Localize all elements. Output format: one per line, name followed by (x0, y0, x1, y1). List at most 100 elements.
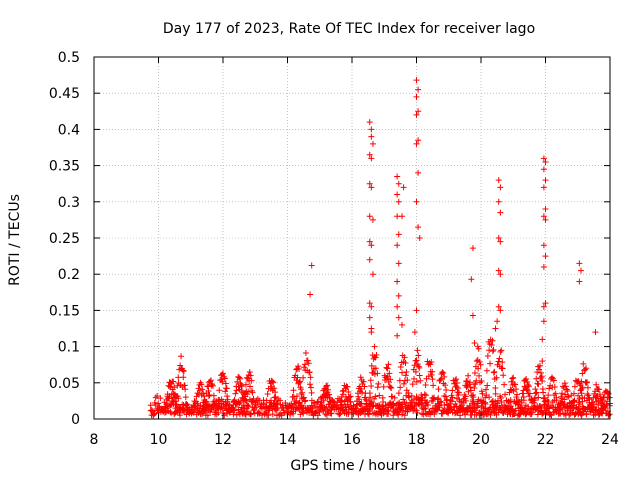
data-point (179, 367, 186, 374)
y-tick-label: 0.4 (58, 122, 80, 138)
data-point (151, 410, 158, 417)
data-point (512, 407, 519, 414)
x-tick-label: 22 (537, 432, 555, 448)
data-point (305, 360, 312, 367)
data-point (221, 375, 228, 382)
data-point (163, 407, 170, 414)
data-point (494, 318, 501, 325)
data-point (402, 372, 409, 379)
data-point (394, 242, 401, 249)
data-point (223, 385, 230, 392)
data-point (400, 407, 407, 414)
data-point (483, 367, 490, 374)
data-point (600, 393, 607, 400)
data-point (306, 369, 313, 376)
data-point (492, 409, 499, 416)
data-point (394, 303, 401, 310)
data-point (204, 412, 211, 419)
data-point (238, 383, 245, 390)
data-point (500, 372, 507, 379)
data-point (525, 382, 532, 389)
data-point (296, 378, 303, 385)
data-point (328, 410, 335, 417)
data-point (236, 400, 243, 407)
data-point (453, 376, 460, 383)
data-point (442, 382, 449, 389)
data-point (561, 380, 568, 387)
data-point (269, 378, 276, 385)
data-point (438, 399, 445, 406)
data-point (182, 386, 189, 393)
data-point (307, 291, 314, 298)
data-point (242, 381, 249, 388)
data-point (164, 400, 171, 407)
data-point (269, 411, 276, 418)
data-point (395, 390, 402, 397)
data-point (296, 365, 303, 372)
data-point (484, 352, 491, 359)
data-point (527, 397, 534, 404)
data-point (294, 405, 301, 412)
data-point (288, 405, 295, 412)
y-tick-label: 0.1 (58, 340, 80, 356)
data-point (357, 410, 364, 417)
data-point (293, 366, 300, 373)
data-point (249, 389, 256, 396)
data-point (264, 390, 271, 397)
data-point (368, 362, 375, 369)
data-point (296, 379, 303, 386)
data-point (152, 401, 159, 408)
data-point (520, 394, 527, 401)
data-point (550, 377, 557, 384)
data-point (542, 253, 549, 260)
data-point (459, 408, 466, 415)
data-point (167, 408, 174, 415)
data-point (402, 360, 409, 367)
data-point (534, 380, 541, 387)
data-point (394, 278, 401, 285)
data-point (412, 368, 419, 375)
data-point (455, 389, 462, 396)
data-point (546, 385, 553, 392)
data-point (345, 411, 352, 418)
data-point (244, 391, 251, 398)
data-point (345, 389, 352, 396)
y-tick-label: 0.25 (49, 231, 80, 247)
data-point (413, 378, 420, 385)
data-point (447, 396, 454, 403)
data-point (499, 365, 506, 372)
data-point (579, 384, 586, 391)
data-point (579, 370, 586, 377)
data-point (571, 398, 578, 405)
y-tick-label: 0.35 (49, 159, 80, 175)
data-point (368, 303, 375, 310)
data-point (366, 408, 373, 415)
data-point (366, 180, 373, 187)
y-axis-label: ROTI / TECUs (7, 194, 23, 286)
data-point (529, 409, 536, 416)
data-point (322, 394, 329, 401)
data-point (496, 355, 503, 362)
data-point (472, 381, 479, 388)
data-point (469, 312, 476, 319)
data-point (347, 398, 354, 405)
data-point (222, 388, 229, 395)
data-point (271, 385, 278, 392)
data-point (369, 216, 376, 223)
data-point (366, 213, 373, 220)
data-point (182, 394, 189, 401)
data-point (241, 396, 248, 403)
data-point (583, 365, 590, 372)
data-point (301, 398, 308, 405)
data-point (478, 378, 485, 385)
data-point (482, 394, 489, 401)
data-point (214, 405, 221, 412)
data-point (274, 405, 281, 412)
data-point (566, 412, 573, 419)
data-point (400, 396, 407, 403)
data-point (298, 405, 305, 412)
data-point (483, 392, 490, 399)
data-point (373, 352, 380, 359)
data-point (507, 397, 514, 404)
